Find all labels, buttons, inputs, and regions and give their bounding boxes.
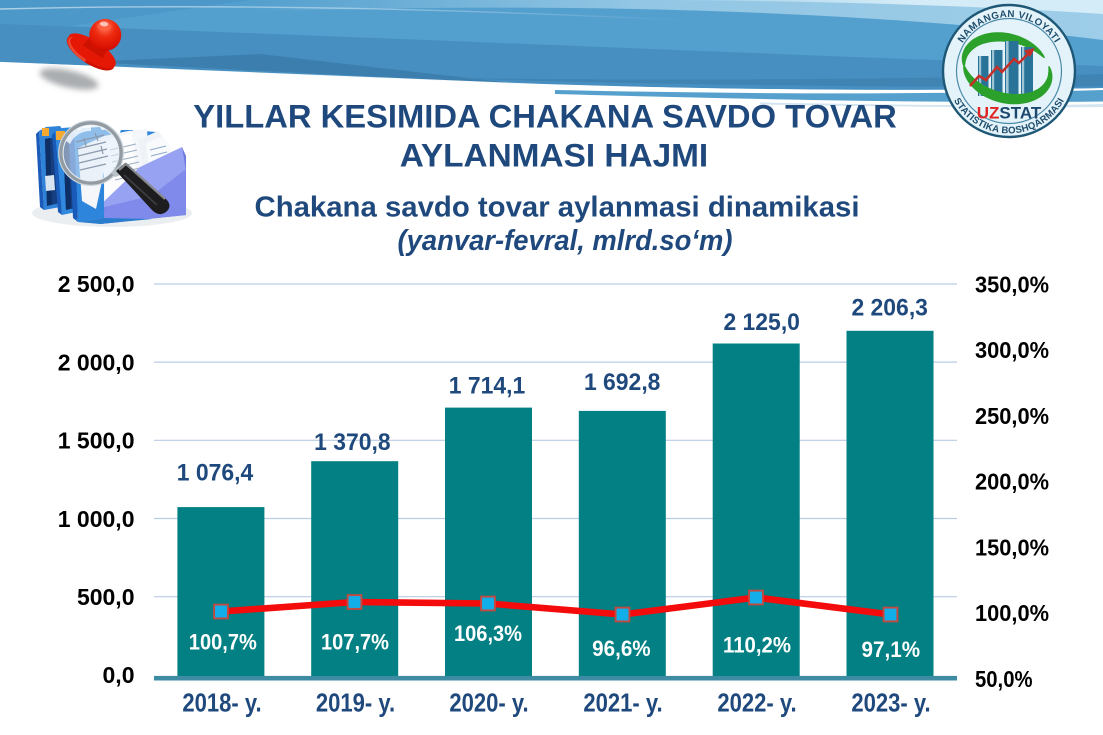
svg-text:1 000,0: 1 000,0 (58, 506, 135, 532)
svg-text:200,0%: 200,0% (975, 469, 1049, 495)
svg-text:2021- y.: 2021- y. (583, 688, 662, 718)
svg-text:UZSTAT: UZSTAT (977, 104, 1042, 123)
svg-text:150,0%: 150,0% (975, 534, 1049, 560)
svg-text:2 000,0: 2 000,0 (58, 349, 135, 375)
svg-text:2020- y.: 2020- y. (449, 688, 528, 718)
svg-text:2 206,3: 2 206,3 (851, 295, 928, 322)
svg-text:1 500,0: 1 500,0 (58, 428, 135, 454)
svg-text:0,0: 0,0 (103, 662, 135, 688)
svg-text:(yanvar-fevral, mlrd.so‘m): (yanvar-fevral, mlrd.so‘m) (398, 225, 733, 257)
svg-text:500,0: 500,0 (77, 584, 135, 610)
svg-text:2023- y.: 2023- y. (851, 688, 930, 718)
svg-text:2 500,0: 2 500,0 (58, 271, 135, 297)
svg-text:YILLAR KESIMIDA CHAKANA SAVDO: YILLAR KESIMIDA CHAKANA SAVDO TOVAR (193, 99, 897, 135)
svg-text:2022- y.: 2022- y. (717, 688, 796, 718)
svg-text:1 714,1: 1 714,1 (449, 372, 526, 399)
svg-text:107,7%: 107,7% (321, 629, 389, 654)
svg-text:AYLANMASI HAJMI: AYLANMASI HAJMI (400, 137, 708, 173)
svg-text:2018- y.: 2018- y. (182, 688, 261, 718)
svg-text:300,0%: 300,0% (975, 337, 1049, 363)
svg-text:1 076,4: 1 076,4 (177, 459, 254, 486)
svg-text:97,1%: 97,1% (862, 637, 921, 662)
svg-text:110,2%: 110,2% (723, 633, 791, 658)
svg-text:350,0%: 350,0% (975, 271, 1049, 297)
svg-text:50,0%: 50,0% (975, 666, 1033, 692)
svg-text:2019- y.: 2019- y. (316, 688, 395, 718)
svg-text:100,7%: 100,7% (189, 630, 257, 655)
svg-text:1 692,8: 1 692,8 (584, 369, 661, 396)
svg-text:106,3%: 106,3% (454, 621, 522, 646)
svg-text:Chakana savdo tovar aylanmasi: Chakana savdo tovar aylanmasi dinamikasi (255, 191, 860, 223)
svg-text:250,0%: 250,0% (975, 403, 1049, 429)
svg-text:96,6%: 96,6% (592, 636, 651, 661)
svg-text:2 125,0: 2 125,0 (723, 309, 800, 336)
svg-text:1 370,8: 1 370,8 (314, 429, 391, 456)
svg-text:100,0%: 100,0% (975, 600, 1049, 626)
